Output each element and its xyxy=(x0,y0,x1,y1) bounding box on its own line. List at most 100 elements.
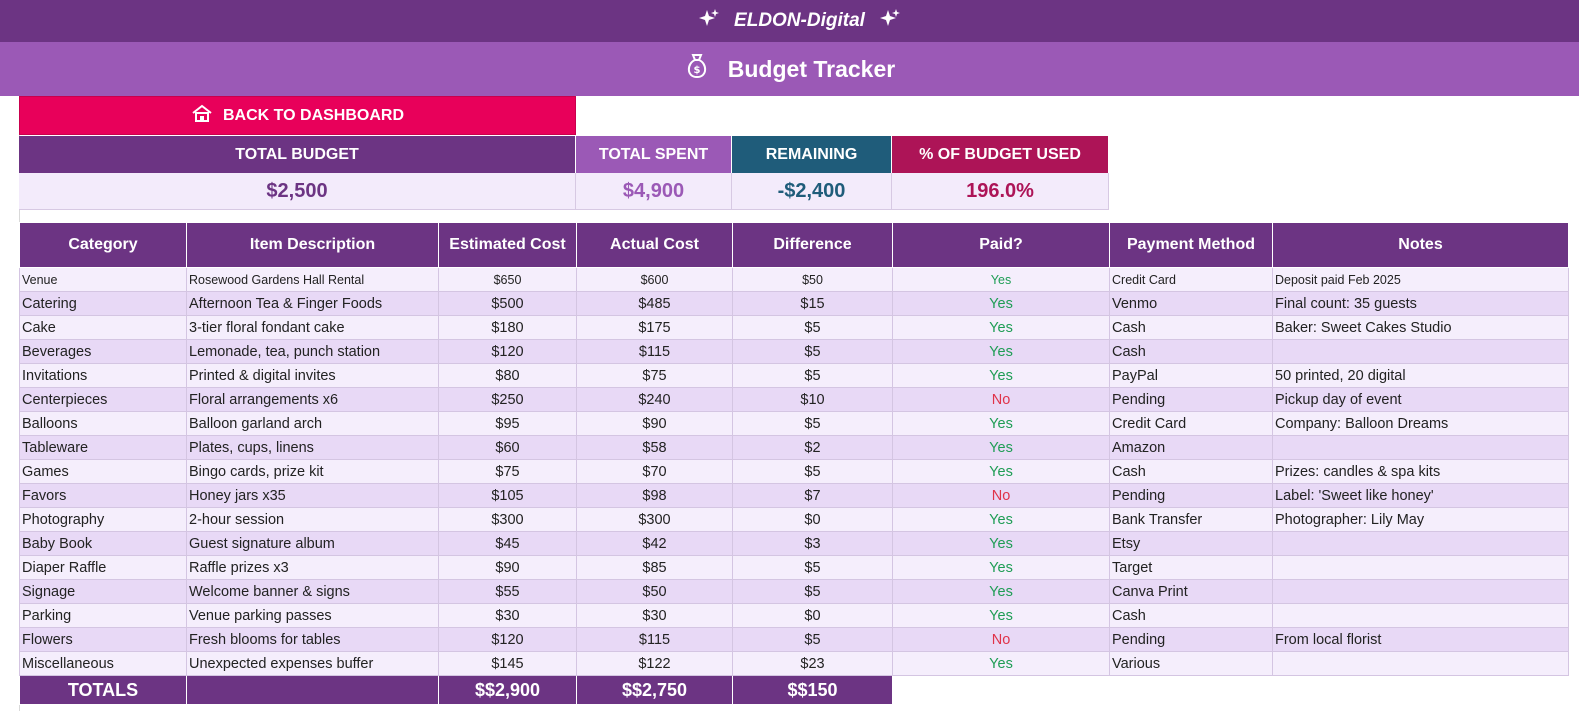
cell-item-description[interactable]: Afternoon Tea & Finger Foods xyxy=(186,291,439,316)
cell-payment-method[interactable]: Amazon xyxy=(1109,435,1273,460)
cell-payment-method[interactable]: Credit Card xyxy=(1109,267,1273,292)
cell-notes[interactable]: Company: Balloon Dreams xyxy=(1272,411,1569,436)
cell-category[interactable]: Miscellaneous xyxy=(19,651,187,676)
cell-category[interactable]: Diaper Raffle xyxy=(19,555,187,580)
cell-paid[interactable]: Yes xyxy=(892,651,1110,676)
cell-item-description[interactable]: Plates, cups, linens xyxy=(186,435,439,460)
cell-difference[interactable]: $0 xyxy=(732,603,893,628)
cell-item-description[interactable]: 3-tier floral fondant cake xyxy=(186,315,439,340)
cell-category[interactable]: Parking xyxy=(19,603,187,628)
cell-notes[interactable] xyxy=(1272,531,1569,556)
column-header-notes[interactable]: Notes xyxy=(1272,222,1569,268)
cell-category[interactable]: Venue xyxy=(19,267,187,292)
cell-estimated-cost[interactable]: $90 xyxy=(438,555,577,580)
cell-estimated-cost[interactable]: $300 xyxy=(438,507,577,532)
cell-category[interactable]: Tableware xyxy=(19,435,187,460)
cell-difference[interactable]: $3 xyxy=(732,531,893,556)
cell-category[interactable]: Centerpieces xyxy=(19,387,187,412)
cell-payment-method[interactable]: Etsy xyxy=(1109,531,1273,556)
cell-paid[interactable]: No xyxy=(892,483,1110,508)
cell-category[interactable]: Catering xyxy=(19,291,187,316)
cell-paid[interactable]: Yes xyxy=(892,411,1110,436)
cell-actual-cost[interactable]: $98 xyxy=(576,483,733,508)
cell-estimated-cost[interactable]: $30 xyxy=(438,603,577,628)
cell-paid[interactable]: Yes xyxy=(892,363,1110,388)
cell-item-description[interactable]: Welcome banner & signs xyxy=(186,579,439,604)
cell-item-description[interactable]: Honey jars x35 xyxy=(186,483,439,508)
cell-notes[interactable] xyxy=(1272,555,1569,580)
cell-payment-method[interactable]: Cash xyxy=(1109,459,1273,484)
cell-notes[interactable]: Photographer: Lily May xyxy=(1272,507,1569,532)
cell-payment-method[interactable]: Credit Card xyxy=(1109,411,1273,436)
cell-difference[interactable]: $5 xyxy=(732,411,893,436)
column-header-paid[interactable]: Paid? xyxy=(892,222,1110,268)
cell-paid[interactable]: Yes xyxy=(892,291,1110,316)
cell-estimated-cost[interactable]: $145 xyxy=(438,651,577,676)
cell-difference[interactable]: $5 xyxy=(732,315,893,340)
cell-category[interactable]: Cake xyxy=(19,315,187,340)
cell-category[interactable]: Photography xyxy=(19,507,187,532)
cell-actual-cost[interactable]: $42 xyxy=(576,531,733,556)
cell-actual-cost[interactable]: $85 xyxy=(576,555,733,580)
cell-item-description[interactable]: Printed & digital invites xyxy=(186,363,439,388)
cell-notes[interactable]: From local florist xyxy=(1272,627,1569,652)
cell-paid[interactable]: Yes xyxy=(892,435,1110,460)
cell-difference[interactable]: $23 xyxy=(732,651,893,676)
column-header-payment-method[interactable]: Payment Method xyxy=(1109,222,1273,268)
cell-estimated-cost[interactable]: $250 xyxy=(438,387,577,412)
cell-notes[interactable]: Label: 'Sweet like honey' xyxy=(1272,483,1569,508)
cell-actual-cost[interactable]: $115 xyxy=(576,339,733,364)
column-header-item-description[interactable]: Item Description xyxy=(186,222,439,268)
cell-paid[interactable]: Yes xyxy=(892,555,1110,580)
cell-paid[interactable]: Yes xyxy=(892,603,1110,628)
cell-actual-cost[interactable]: $600 xyxy=(576,267,733,292)
cell-category[interactable]: Baby Book xyxy=(19,531,187,556)
cell-notes[interactable]: 50 printed, 20 digital xyxy=(1272,363,1569,388)
cell-paid[interactable]: No xyxy=(892,387,1110,412)
totals-difference[interactable]: $$150 xyxy=(732,675,893,705)
cell-actual-cost[interactable]: $300 xyxy=(576,507,733,532)
cell-notes[interactable] xyxy=(1272,435,1569,460)
cell-difference[interactable]: $5 xyxy=(732,627,893,652)
cell-payment-method[interactable]: Cash xyxy=(1109,339,1273,364)
cell-actual-cost[interactable]: $122 xyxy=(576,651,733,676)
cell-difference[interactable]: $5 xyxy=(732,555,893,580)
column-header-difference[interactable]: Difference xyxy=(732,222,893,268)
cell-notes[interactable] xyxy=(1272,339,1569,364)
cell-actual-cost[interactable]: $115 xyxy=(576,627,733,652)
cell-notes[interactable] xyxy=(1272,579,1569,604)
cell-payment-method[interactable]: Pending xyxy=(1109,627,1273,652)
cell-actual-cost[interactable]: $240 xyxy=(576,387,733,412)
cell-category[interactable]: Favors xyxy=(19,483,187,508)
cell-estimated-cost[interactable]: $120 xyxy=(438,627,577,652)
cell-payment-method[interactable]: Pending xyxy=(1109,387,1273,412)
cell-estimated-cost[interactable]: $650 xyxy=(438,267,577,292)
cell-actual-cost[interactable]: $175 xyxy=(576,315,733,340)
cell-difference[interactable]: $2 xyxy=(732,435,893,460)
cell-category[interactable]: Balloons xyxy=(19,411,187,436)
cell-estimated-cost[interactable]: $55 xyxy=(438,579,577,604)
cell-difference[interactable]: $0 xyxy=(732,507,893,532)
cell-difference[interactable]: $50 xyxy=(732,267,893,292)
totals-estimated[interactable]: $$2,900 xyxy=(438,675,577,705)
cell-item-description[interactable]: Guest signature album xyxy=(186,531,439,556)
cell-estimated-cost[interactable]: $45 xyxy=(438,531,577,556)
cell-difference[interactable]: $5 xyxy=(732,579,893,604)
cell-actual-cost[interactable]: $485 xyxy=(576,291,733,316)
cell-difference[interactable]: $15 xyxy=(732,291,893,316)
cell-estimated-cost[interactable]: $180 xyxy=(438,315,577,340)
cell-actual-cost[interactable]: $70 xyxy=(576,459,733,484)
cell-paid[interactable]: Yes xyxy=(892,459,1110,484)
cell-difference[interactable]: $5 xyxy=(732,339,893,364)
cell-item-description[interactable]: Rosewood Gardens Hall Rental xyxy=(186,267,439,292)
cell-notes[interactable]: Deposit paid Feb 2025 xyxy=(1272,267,1569,292)
cell-category[interactable]: Signage xyxy=(19,579,187,604)
column-header-category[interactable]: Category xyxy=(19,222,187,268)
cell-paid[interactable]: Yes xyxy=(892,315,1110,340)
cell-payment-method[interactable]: Cash xyxy=(1109,603,1273,628)
cell-difference[interactable]: $7 xyxy=(732,483,893,508)
cell-category[interactable]: Beverages xyxy=(19,339,187,364)
cell-actual-cost[interactable]: $75 xyxy=(576,363,733,388)
cell-notes[interactable]: Baker: Sweet Cakes Studio xyxy=(1272,315,1569,340)
totals-label[interactable]: TOTALS xyxy=(19,675,187,705)
